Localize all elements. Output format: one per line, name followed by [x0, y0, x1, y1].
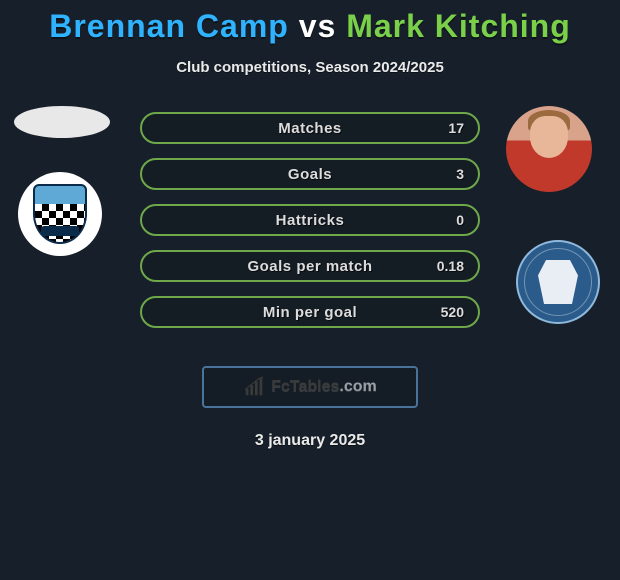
- avatar-face: [530, 116, 568, 158]
- stat-value-p2: 0.18: [437, 258, 464, 274]
- stat-label: Matches: [278, 120, 342, 137]
- stat-bar-matches: Matches 17: [140, 112, 480, 144]
- stat-label: Goals per match: [247, 258, 372, 275]
- vs-text: vs: [299, 8, 337, 44]
- content-area: Matches 17 Goals 3 Hattricks 0 Goals per…: [0, 112, 620, 352]
- chart-icon: [243, 376, 265, 398]
- snapshot-date: 3 january 2025: [0, 432, 620, 450]
- stat-bars: Matches 17 Goals 3 Hattricks 0 Goals per…: [140, 112, 480, 328]
- stat-bar-hattricks: Hattricks 0: [140, 204, 480, 236]
- stat-bar-goals: Goals 3: [140, 158, 480, 190]
- player1-club-badge: [18, 172, 102, 256]
- source-logo: FcTables.com: [202, 366, 418, 408]
- stat-value-p2: 520: [441, 304, 464, 320]
- player2-name: Mark Kitching: [346, 8, 571, 44]
- stat-value-p2: 0: [456, 212, 464, 228]
- stat-bar-gpm: Goals per match 0.18: [140, 250, 480, 282]
- logo-text: FcTables.com: [271, 378, 377, 396]
- stat-bar-mpg: Min per goal 520: [140, 296, 480, 328]
- oldham-owl-icon: [538, 260, 578, 304]
- stat-label: Hattricks: [276, 212, 345, 229]
- logo-main: FcTables: [271, 378, 339, 395]
- player2-avatar: [506, 106, 592, 192]
- comparison-title: Brennan Camp vs Mark Kitching: [0, 0, 620, 45]
- subtitle: Club competitions, Season 2024/2025: [0, 59, 620, 76]
- stat-value-p2: 17: [448, 120, 464, 136]
- eastleigh-crest-icon: [33, 184, 87, 244]
- stat-label: Min per goal: [263, 304, 357, 321]
- player1-avatar: [14, 106, 110, 138]
- logo-domain: .com: [339, 378, 376, 395]
- player2-club-badge: [516, 240, 600, 324]
- stat-label: Goals: [288, 166, 332, 183]
- stat-value-p2: 3: [456, 166, 464, 182]
- player1-name: Brennan Camp: [49, 8, 289, 44]
